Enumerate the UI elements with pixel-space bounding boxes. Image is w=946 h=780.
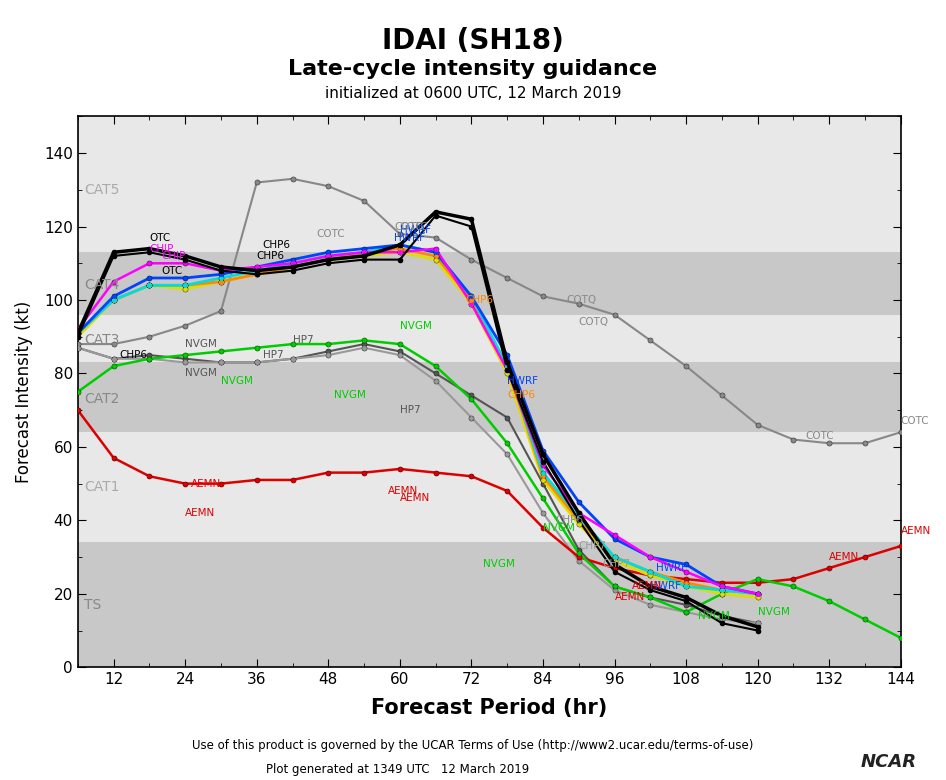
Text: CHP6: CHP6	[256, 251, 285, 261]
Text: AEMN: AEMN	[901, 526, 931, 537]
Y-axis label: Forecast Intensity (kt): Forecast Intensity (kt)	[15, 300, 33, 483]
Text: CAT1: CAT1	[84, 480, 119, 495]
Bar	[78, 432, 901, 542]
Text: COTC: COTC	[394, 222, 423, 232]
Text: initialized at 0600 UTC, 12 March 2019: initialized at 0600 UTC, 12 March 2019	[324, 86, 622, 101]
Text: HWRF: HWRF	[400, 225, 430, 236]
Text: IDAI (SH18): IDAI (SH18)	[382, 27, 564, 55]
Text: CHP7: CHP7	[579, 541, 606, 551]
Text: NVGM: NVGM	[185, 339, 217, 349]
Text: CAT3: CAT3	[84, 333, 119, 347]
Text: CHP6: CHP6	[263, 240, 290, 250]
Bar	[78, 363, 901, 432]
Text: CHP6: CHP6	[465, 295, 494, 305]
Text: Late-cycle intensity guidance: Late-cycle intensity guidance	[289, 59, 657, 80]
Text: AEMN: AEMN	[191, 479, 221, 488]
Text: NVGM: NVGM	[400, 321, 431, 331]
Text: AEMN: AEMN	[400, 493, 430, 503]
Text: COTC: COTC	[805, 431, 834, 441]
Text: AEMN: AEMN	[830, 552, 860, 562]
Text: HWRF: HWRF	[650, 581, 681, 591]
Text: COTQ: COTQ	[567, 295, 597, 305]
Text: NVGM: NVGM	[221, 376, 253, 386]
Text: COTC: COTC	[316, 229, 345, 239]
Text: HWRF: HWRF	[657, 563, 687, 573]
Text: AEMN: AEMN	[388, 486, 418, 496]
Text: OTC: OTC	[162, 266, 183, 275]
Text: Plot generated at 1349 UTC   12 March 2019: Plot generated at 1349 UTC 12 March 2019	[266, 763, 529, 776]
Text: CHIP: CHIP	[149, 243, 174, 254]
Text: CHIP: CHIP	[162, 251, 185, 261]
Text: OTC: OTC	[149, 232, 170, 243]
Text: NVGM: NVGM	[758, 607, 790, 617]
Text: HWRF: HWRF	[394, 232, 425, 243]
Text: HP7: HP7	[400, 405, 420, 415]
Text: COTQ: COTQ	[579, 317, 609, 327]
Bar	[78, 542, 901, 667]
Text: CAT5: CAT5	[84, 183, 119, 197]
Text: NCAR: NCAR	[861, 753, 917, 771]
Text: AEMN: AEMN	[615, 593, 645, 602]
Text: CHP6: CHP6	[555, 516, 583, 526]
Text: CHP6: CHP6	[507, 391, 535, 400]
Text: HP7: HP7	[263, 350, 284, 360]
Text: HP7: HP7	[292, 335, 313, 346]
Text: TS: TS	[84, 597, 101, 612]
Text: NVGM: NVGM	[483, 559, 516, 569]
Text: AEMN: AEMN	[633, 581, 662, 591]
Text: NVGM: NVGM	[698, 611, 730, 621]
Text: COTC: COTC	[901, 417, 929, 426]
Text: NVGM: NVGM	[334, 391, 366, 400]
Bar	[78, 116, 901, 252]
Text: AEMN: AEMN	[185, 508, 216, 518]
Text: NVGM: NVGM	[185, 368, 217, 378]
X-axis label: Forecast Period (hr): Forecast Period (hr)	[371, 698, 607, 718]
Bar	[78, 252, 901, 314]
Text: Use of this product is governed by the UCAR Terms of Use (http://www2.ucar.edu/t: Use of this product is governed by the U…	[192, 739, 754, 753]
Text: NVGM: NVGM	[543, 523, 575, 533]
Text: HWRF: HWRF	[507, 376, 538, 386]
Bar	[78, 314, 901, 363]
Text: COTC: COTC	[400, 222, 429, 232]
Text: CAT4: CAT4	[84, 278, 119, 292]
Text: CHP7: CHP7	[603, 559, 631, 569]
Text: CHP6: CHP6	[119, 350, 148, 360]
Text: CAT2: CAT2	[84, 392, 119, 406]
